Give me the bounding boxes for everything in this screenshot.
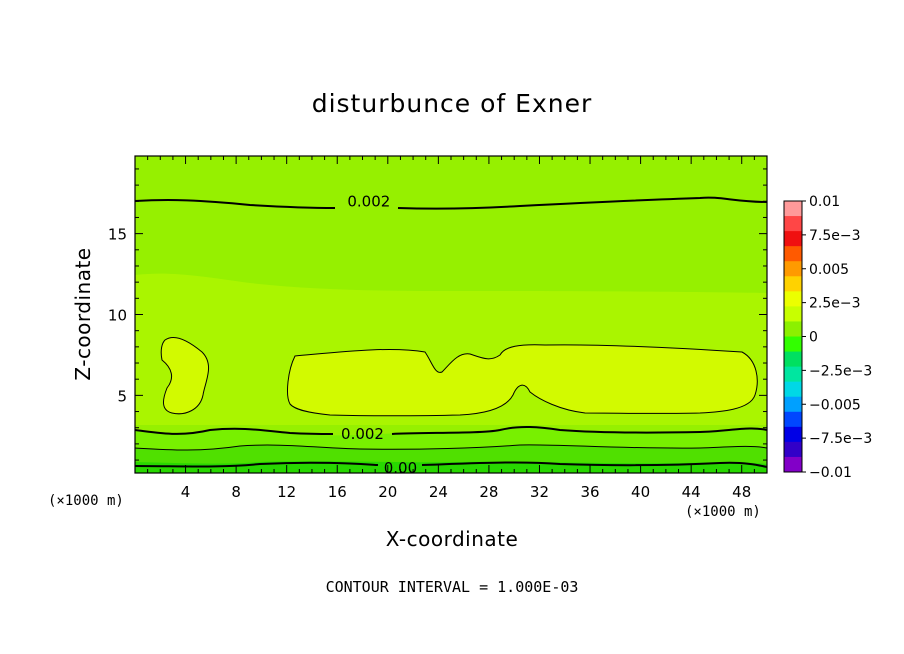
colorbar-label: −0.01 bbox=[809, 465, 852, 481]
colorbar-label: −0.005 bbox=[809, 397, 861, 413]
contour-line-lower-002 bbox=[135, 426, 767, 435]
x-tick-label: 28 bbox=[479, 483, 498, 501]
colorbar-label: 0.01 bbox=[809, 194, 840, 210]
y-tick-label: 10 bbox=[108, 307, 127, 325]
colorbar-swatch bbox=[784, 441, 802, 458]
y-tick-label: 15 bbox=[108, 226, 127, 244]
fill-core-left bbox=[161, 337, 209, 414]
x-tick-label: 24 bbox=[429, 483, 448, 501]
colorbar-swatch bbox=[784, 291, 802, 307]
colorbar-swatch bbox=[784, 396, 802, 413]
colorbar-swatch bbox=[784, 366, 802, 383]
colorbar-swatch bbox=[784, 336, 802, 353]
x-tick-label: 32 bbox=[530, 483, 549, 501]
colorbar-swatch bbox=[784, 201, 802, 217]
colorbar-label: 0 bbox=[809, 330, 818, 346]
axis-ticks bbox=[135, 156, 767, 473]
colorbar-swatch bbox=[784, 306, 802, 322]
x-tick-label: 20 bbox=[378, 483, 397, 501]
colorbar-swatch bbox=[784, 231, 802, 247]
fill-core-right bbox=[287, 344, 758, 416]
colorbar-label: 2.5e−3 bbox=[809, 296, 861, 312]
colorbar bbox=[783, 200, 806, 473]
contour-line-upper-002 bbox=[135, 196, 767, 210]
x-tick-label: 44 bbox=[682, 483, 701, 501]
x-tick-labels: 4 8 12 16 20 24 28 32 36 40 44 48 bbox=[181, 483, 751, 501]
x-tick-label: 12 bbox=[277, 483, 296, 501]
contour-line-core-left bbox=[160, 337, 210, 415]
contour-label: 0.002 bbox=[347, 192, 390, 210]
contour-line-core-right bbox=[287, 344, 758, 417]
colorbar-label: 7.5e−3 bbox=[809, 228, 861, 244]
colorbar-swatch bbox=[784, 351, 802, 368]
contour-label: 0.00 bbox=[384, 459, 417, 477]
x-tick-label: 36 bbox=[580, 483, 599, 501]
y-tick-label: 5 bbox=[117, 387, 127, 405]
chart-title: disturbunce of Exner bbox=[312, 89, 593, 118]
colorbar-swatch bbox=[784, 411, 802, 428]
contour-interval-note: CONTOUR INTERVAL = 1.000E-03 bbox=[326, 578, 579, 596]
x-tick-label: 16 bbox=[328, 483, 347, 501]
y-axis-label: Z-coordinate bbox=[71, 247, 95, 380]
colorbar-label: −7.5e−3 bbox=[809, 431, 872, 447]
x-unit-label: (×1000 m) bbox=[685, 504, 761, 520]
colorbar-swatch bbox=[784, 246, 802, 262]
colorbar-label: −2.5e−3 bbox=[809, 363, 872, 379]
x-tick-label: 8 bbox=[231, 483, 241, 501]
y-tick-labels: 5 10 15 bbox=[108, 226, 127, 406]
colorbar-swatch bbox=[784, 381, 802, 398]
contour-line-thin-mid bbox=[135, 444, 767, 451]
x-tick-label: 4 bbox=[181, 483, 191, 501]
y-unit-label: (×1000 m) bbox=[48, 493, 124, 509]
colorbar-swatch bbox=[784, 216, 802, 232]
x-axis-label: X-coordinate bbox=[386, 527, 519, 551]
colorbar-labels: 0.01 7.5e−3 0.005 2.5e−3 0 −2.5e−3 −0.005 −7.5e… bbox=[809, 194, 872, 481]
contour-label: 0.002 bbox=[341, 425, 384, 443]
colorbar-swatch bbox=[784, 261, 802, 277]
colorbar-swatch bbox=[784, 276, 802, 292]
contour-fills bbox=[135, 156, 767, 473]
x-tick-label: 40 bbox=[631, 483, 650, 501]
x-tick-label: 48 bbox=[732, 483, 751, 501]
colorbar-swatch bbox=[784, 456, 802, 473]
colorbar-swatch bbox=[784, 321, 802, 337]
colorbar-swatch bbox=[784, 426, 802, 443]
colorbar-label: 0.005 bbox=[809, 262, 849, 278]
contour-line-zero bbox=[135, 461, 767, 468]
